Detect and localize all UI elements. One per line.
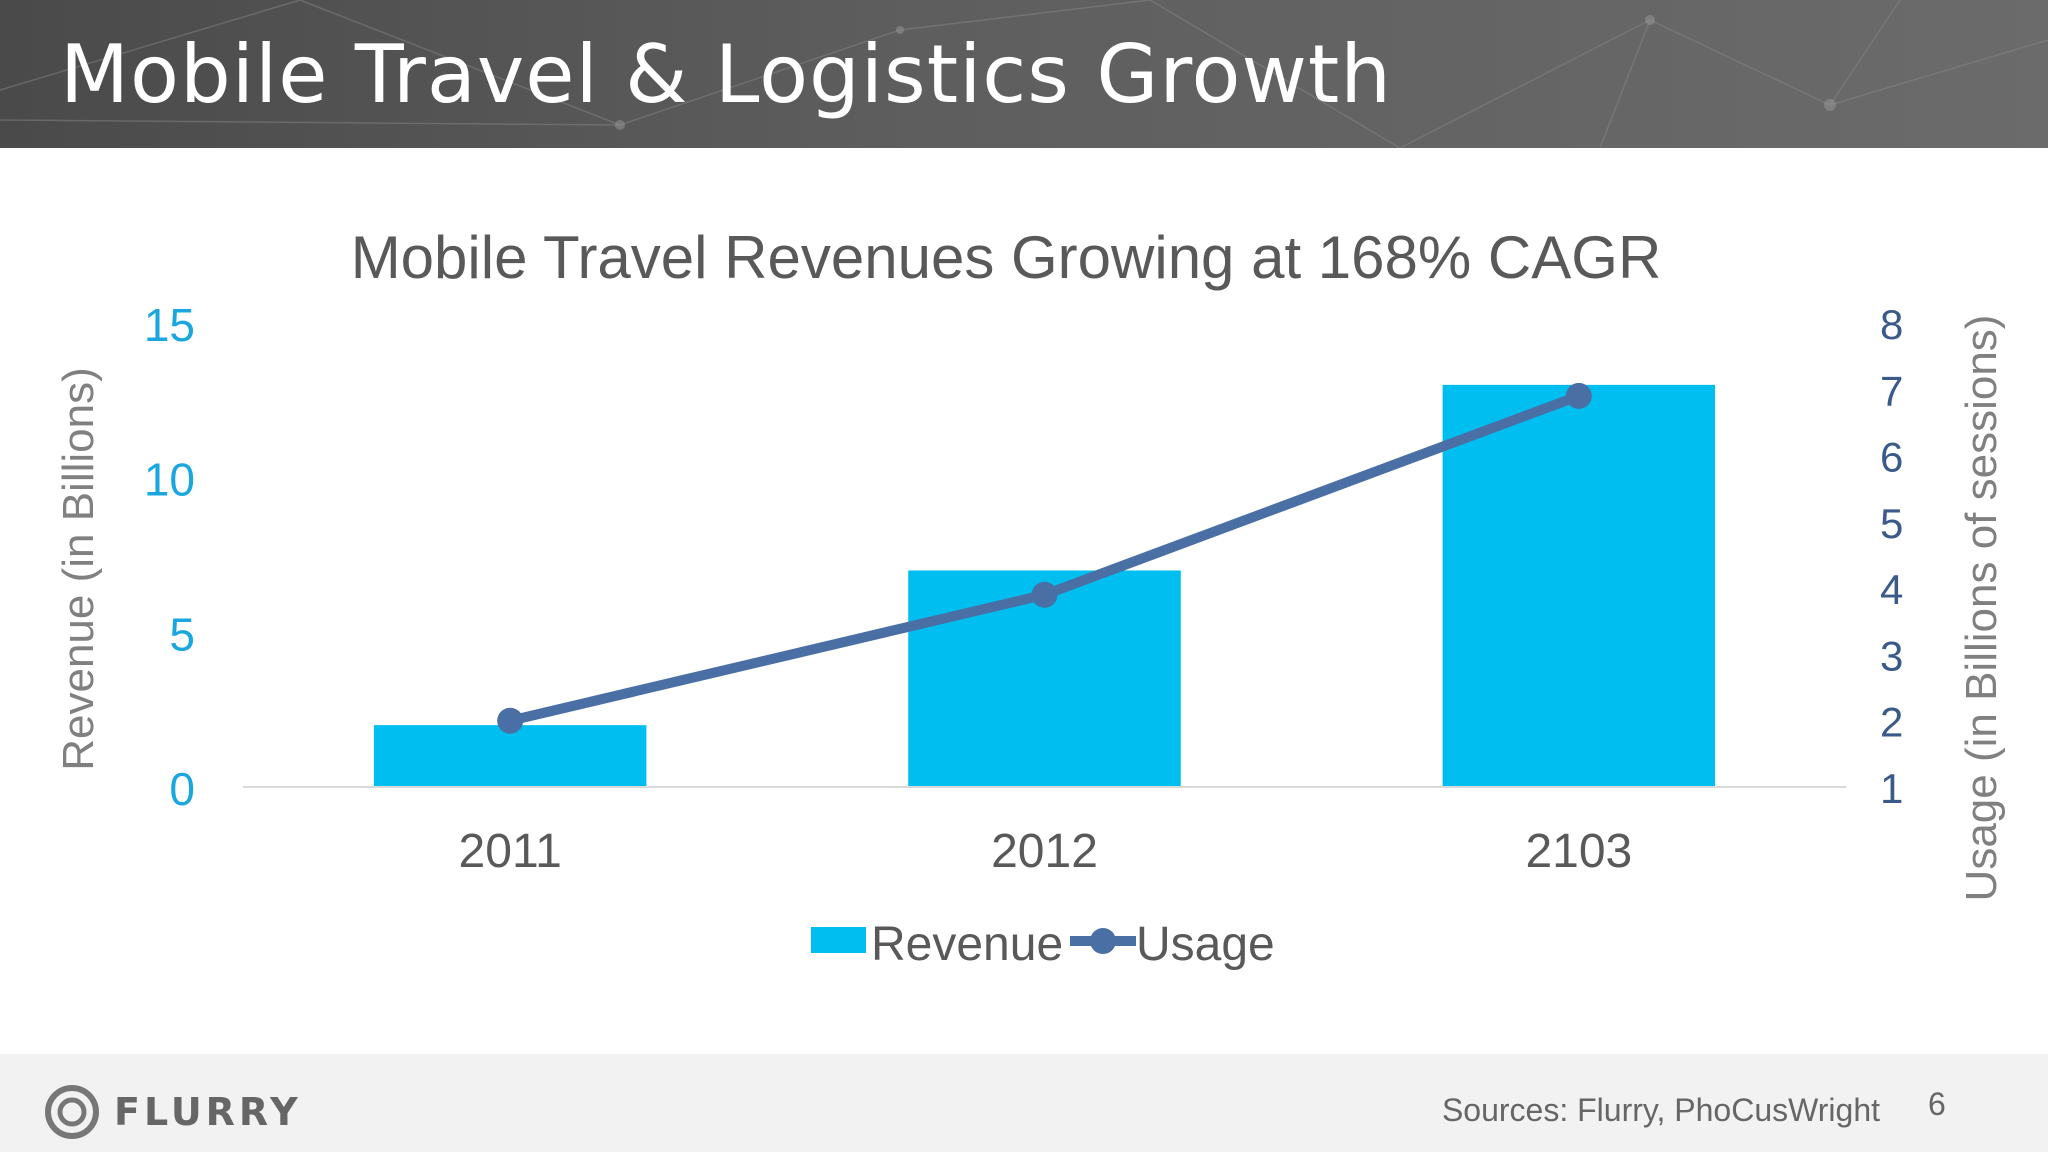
x-tick-label: 2012	[991, 825, 1098, 878]
y2-tick-label: 6	[1880, 434, 1903, 481]
y-tick-label: 10	[144, 454, 195, 506]
y-axis-title: Revenue (in Billions)	[54, 367, 103, 771]
sources-note: Sources: Flurry, PhoCusWright	[1441, 1092, 1880, 1128]
usage-point	[1031, 581, 1058, 608]
flurry-logo-text: FLURRY	[114, 1090, 302, 1134]
chart-title: Mobile Travel Revenues Growing at 168% C…	[351, 224, 1662, 291]
y2-tick-label: 7	[1880, 367, 1903, 414]
x-tick-label: 2011	[459, 825, 562, 878]
y-tick-label: 5	[169, 608, 195, 660]
flurry-logo-icon	[45, 1085, 99, 1139]
flurry-logo: FLURRY	[44, 1084, 302, 1140]
slide-footer: FLURRY Sources: Flurry, PhoCusWright 6	[0, 1054, 2048, 1152]
usage-point	[1565, 382, 1592, 409]
y2-axis-title: Usage (in Billions of sessions)	[1957, 315, 2006, 902]
y2-tick-label: 2	[1880, 699, 1903, 746]
network-pattern	[0, 0, 2048, 148]
legend-revenue-label: Revenue	[871, 918, 1063, 971]
y-tick-label: 0	[169, 763, 195, 815]
legend-revenue-swatch	[811, 927, 866, 953]
slide-title: Mobile Travel & Logistics Growth	[60, 28, 1392, 121]
combo-chart: Mobile Travel Revenues Growing at 168% C…	[54, 224, 2006, 971]
page-number: 6	[1928, 1086, 1946, 1122]
legend-usage-marker	[1090, 928, 1116, 954]
y2-tick-label: 8	[1880, 301, 1903, 348]
y2-tick-label: 1	[1880, 765, 1903, 812]
y2-tick-label: 3	[1880, 632, 1903, 679]
usage-point	[497, 707, 524, 734]
y2-tick-label: 5	[1880, 500, 1903, 547]
revenue-bar	[1442, 384, 1716, 786]
slide-header: Mobile Travel & Logistics Growth	[0, 0, 2048, 148]
revenue-bar	[373, 725, 647, 786]
y-tick-label: 15	[144, 299, 195, 351]
y2-tick-label: 4	[1880, 566, 1903, 613]
x-tick-label: 2103	[1525, 825, 1632, 878]
legend-usage-label: Usage	[1136, 918, 1275, 971]
